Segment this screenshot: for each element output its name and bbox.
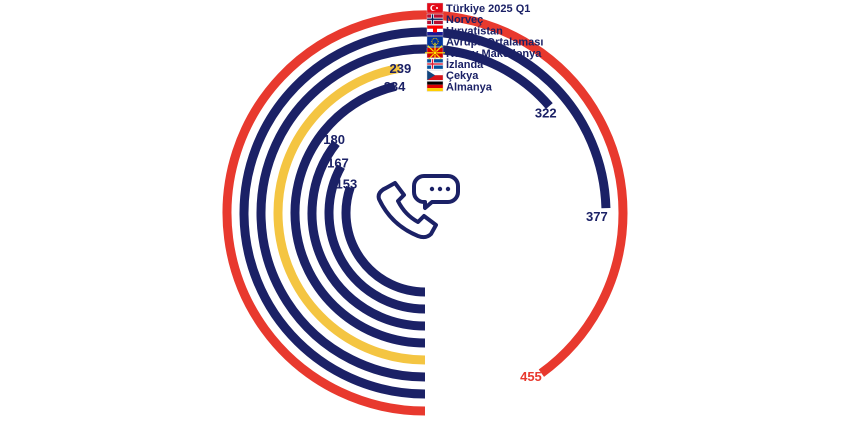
arc-layer bbox=[222, 10, 628, 416]
arc-i-zlanda bbox=[307, 140, 426, 331]
iceland-flag-icon bbox=[426, 58, 444, 70]
legend-label: Kuzey Makedonya bbox=[446, 48, 542, 60]
legend-label: Almanya bbox=[446, 81, 493, 93]
turkey-flag-icon bbox=[426, 2, 444, 14]
czechia-flag-icon bbox=[426, 69, 444, 81]
arc-avrupa-ortalamas- bbox=[273, 63, 426, 365]
value-label: 322 bbox=[535, 106, 557, 121]
value-label: 377 bbox=[586, 209, 608, 224]
value-label: 153 bbox=[336, 176, 358, 191]
value-label: 167 bbox=[327, 156, 349, 171]
phone-chat-icon bbox=[376, 174, 460, 240]
value-label-layer: 455 377 322 239 234 180 167 153 bbox=[323, 61, 607, 384]
value-label: 234 bbox=[384, 79, 406, 94]
croatia-flag-icon bbox=[426, 25, 444, 36]
value-label: 180 bbox=[323, 132, 345, 147]
arc-t-rkiye-2025-q1 bbox=[222, 10, 628, 416]
legend-label: Hırvatistan bbox=[446, 25, 503, 37]
arc-kuzey-makedonya bbox=[290, 82, 426, 348]
norway-flag-icon bbox=[426, 13, 444, 25]
germany-flag-icon bbox=[426, 81, 444, 92]
arc-norve- bbox=[239, 27, 611, 399]
legend-label: Türkiye 2025 Q1 bbox=[446, 3, 530, 15]
arc-almanya bbox=[341, 185, 426, 297]
value-label: 455 bbox=[520, 369, 542, 384]
value-label: 239 bbox=[390, 61, 412, 76]
arc--ekya bbox=[324, 164, 426, 314]
legend-label: Norveç bbox=[446, 14, 483, 26]
legend-label: Avrupa Ortalaması bbox=[446, 37, 543, 49]
legend-label: Çekya bbox=[446, 70, 479, 82]
legend-label: İzlanda bbox=[446, 58, 484, 71]
arc-h-rvatistan bbox=[256, 44, 553, 382]
north-macedonia-flag-icon bbox=[425, 42, 445, 63]
